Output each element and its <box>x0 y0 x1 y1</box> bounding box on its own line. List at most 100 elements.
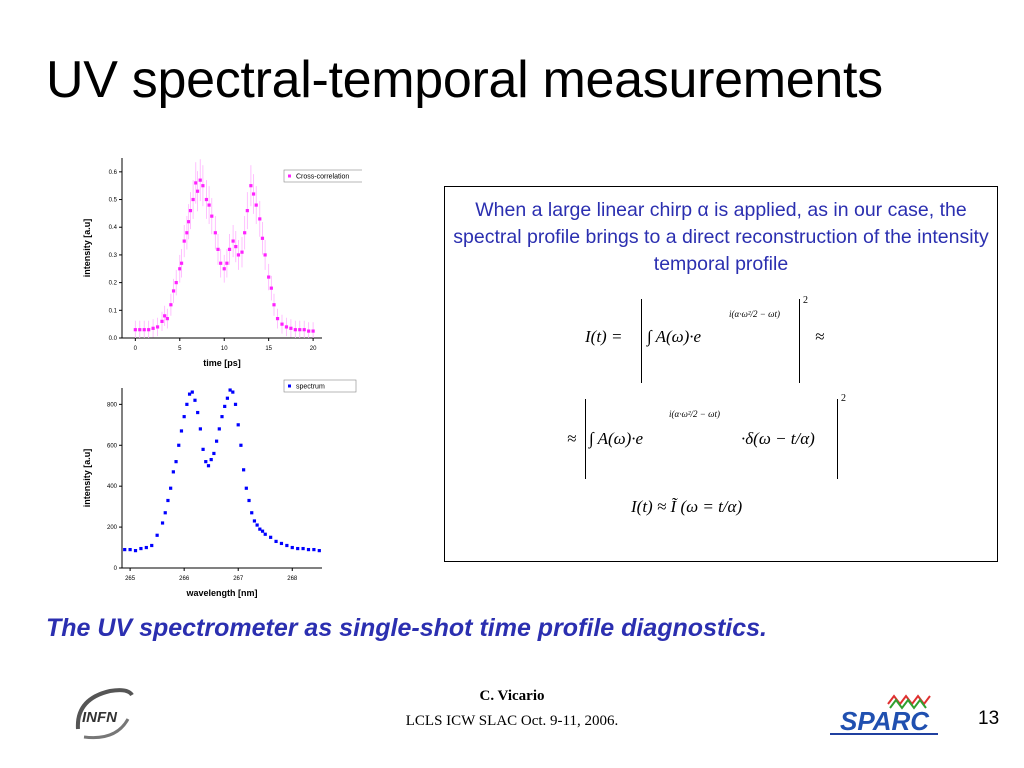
data-point <box>227 247 232 251</box>
data-point <box>179 429 184 433</box>
y-tick-label: 0.4 <box>109 225 118 231</box>
data-point <box>182 239 186 243</box>
data-point <box>251 192 256 196</box>
data-point <box>263 532 267 536</box>
legend-box <box>283 379 357 393</box>
y-tick-label: 400 <box>107 484 118 490</box>
footer-event: LCLS ICW SLAC Oct. 9-11, 2006. <box>405 713 619 729</box>
data-point <box>312 547 316 552</box>
formula-2-bar-left <box>585 399 586 479</box>
data-point <box>201 184 205 188</box>
data-point <box>233 402 238 406</box>
data-point <box>185 402 189 406</box>
data-point <box>228 388 232 392</box>
sparc-logo-graphic: SPARC <box>830 694 938 736</box>
data-point <box>250 511 254 515</box>
y-tick-label: 800 <box>107 402 118 408</box>
data-point <box>242 468 246 472</box>
explanation-box: When a large linear chirp α is applied, … <box>444 186 998 562</box>
data-point <box>169 486 173 490</box>
data-point <box>225 261 229 265</box>
data-point <box>165 317 169 321</box>
data-point <box>138 328 142 332</box>
data-point <box>247 498 251 503</box>
page-number: 13 <box>978 708 1000 729</box>
infn-logo-graphic: INFN <box>75 688 134 740</box>
data-point <box>302 328 306 332</box>
tagline: The UV spectrometer as single-shot time … <box>46 614 767 642</box>
data-point <box>289 326 293 330</box>
data-point <box>209 457 213 462</box>
formula-3: I(t) ≈ Ĩ (ω = t/α) <box>631 497 743 516</box>
data-point <box>212 451 216 456</box>
data-point <box>171 289 176 293</box>
data-point <box>123 547 127 552</box>
data-point <box>293 328 297 332</box>
data-point <box>317 549 321 553</box>
formula-1-integral: ∫ A(ω)·e <box>647 327 702 346</box>
data-point <box>198 178 202 182</box>
data-point <box>311 329 315 333</box>
data-point <box>306 547 311 552</box>
data-point <box>296 546 300 551</box>
data-point <box>258 217 262 221</box>
x-tick-label: 266 <box>179 576 190 582</box>
data-point <box>298 328 302 332</box>
data-point <box>216 247 220 251</box>
y-tick-label: 0.2 <box>109 281 118 287</box>
data-point <box>166 498 170 503</box>
data-point <box>219 261 223 265</box>
data-point <box>217 427 221 431</box>
data-point <box>139 546 143 551</box>
data-point <box>169 303 173 307</box>
data-point <box>225 396 230 400</box>
data-point <box>214 439 219 443</box>
spectrum-plot: 265 266 267 268 0 200 400 600 800 wavelength [nm]… <box>82 379 357 598</box>
formula-1-power: 2 <box>803 295 808 306</box>
data-point <box>201 447 205 451</box>
x-axis-label: time [ps] <box>203 358 241 368</box>
data-point <box>245 209 249 213</box>
data-point <box>223 404 227 409</box>
cross-correlation-plot: 0 5 10 15 20 0.0 0.1 0.2 0.3 0.4 0.5 0.6 time [ps] in… <box>82 158 365 368</box>
data-point <box>128 547 132 552</box>
data-point <box>279 541 284 546</box>
legend-marker <box>288 384 291 388</box>
data-point <box>177 443 181 447</box>
formula-1-lhs: I(t) = <box>585 327 623 346</box>
data-point <box>236 423 240 427</box>
data-point <box>204 197 209 202</box>
data-point <box>160 319 164 323</box>
data-point <box>163 314 167 318</box>
data-point <box>231 239 235 243</box>
x-tick-label: 10 <box>221 346 228 352</box>
data-point <box>269 286 273 290</box>
y-tick-label: 200 <box>107 525 118 531</box>
data-point <box>284 325 289 329</box>
data-point <box>160 521 165 525</box>
data-point <box>274 539 278 544</box>
x-tick-label: 5 <box>178 346 182 352</box>
data-point <box>263 253 267 257</box>
formula-2-lead: ≈ <box>567 429 577 448</box>
data-point <box>269 535 273 539</box>
y-tick-label: 0.6 <box>109 170 118 176</box>
y-tick-label: 0.3 <box>109 253 118 259</box>
data-point <box>236 253 241 257</box>
data-point <box>174 281 178 285</box>
data-point <box>144 545 148 550</box>
formula-1-bar-left <box>641 299 642 383</box>
data-point <box>254 203 258 207</box>
data-point <box>258 527 262 531</box>
data-point <box>244 486 248 490</box>
formula-1-exponent: i(α·ω²/2 − ωt) <box>729 309 780 319</box>
explanation-text: When a large linear chirp α is applied, … <box>453 199 989 275</box>
cross-correlation-chart: 0 5 10 15 20 0.0 0.1 0.2 0.3 0.4 0.5 0.6 time [ps] in… <box>78 148 365 383</box>
data-point <box>267 275 271 279</box>
y-axis-label: intensity [a.u] <box>82 219 92 278</box>
data-point <box>178 267 182 271</box>
data-point <box>179 261 184 265</box>
y-tick-label: 0 <box>114 566 118 572</box>
data-point <box>193 398 197 402</box>
data-point <box>188 209 193 213</box>
